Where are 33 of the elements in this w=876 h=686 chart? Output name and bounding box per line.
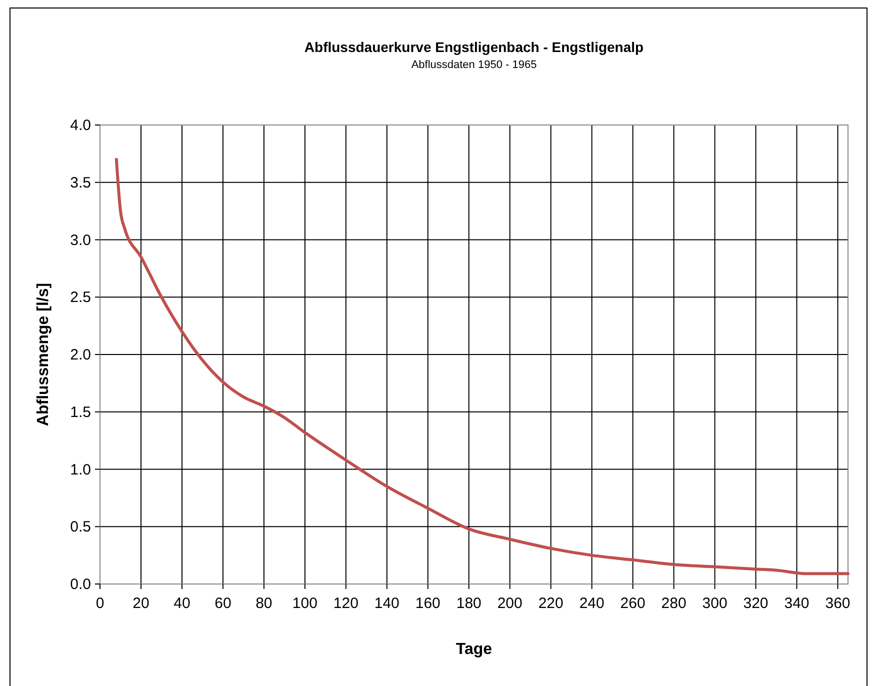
x-tick-label: 200 [497,595,522,612]
y-tick-label: 2.0 [70,346,91,364]
x-tick-label: 320 [743,595,768,612]
x-tick-label: 160 [415,595,440,612]
y-tick-label: 1.5 [70,404,91,421]
x-tick-label: 60 [214,595,232,612]
x-tick-label: 180 [456,595,482,612]
y-tick-label: 3.0 [70,232,91,249]
y-tick-label: 0.0 [70,576,91,593]
x-tick-label: 220 [538,595,564,612]
x-tick-label: 140 [374,595,400,612]
chart-title: Abflussdauerkurve Engstligenbach - Engstligenalp [304,39,644,55]
y-axis-title: Abflussmenge [l/s] [35,282,52,426]
x-tick-label: 340 [784,595,810,612]
x-tick-label: 280 [661,595,686,612]
x-axis-title: Tage [456,641,492,658]
x-tick-label: 0 [96,595,104,612]
x-tick-label: 120 [333,595,358,612]
y-tick-label: 2.5 [70,289,91,306]
x-tick-label: 300 [702,595,728,612]
chart-subtitle: Abflussdaten 1950 - 1965 [411,59,537,71]
y-tick-label: 1.0 [70,461,91,478]
x-tick-label: 360 [825,595,850,612]
y-tick-label: 4.0 [70,117,91,134]
y-tick-label: 3.5 [70,174,91,192]
x-tick-label: 240 [579,595,604,612]
x-tick-label: 80 [256,595,272,612]
x-tick-label: 100 [292,595,318,612]
x-tick-label: 40 [174,595,190,612]
line-series [114,158,850,576]
x-tick-label: 260 [620,595,646,612]
y-tick-label: 0.5 [70,518,91,536]
x-tick-label: 20 [132,595,150,612]
